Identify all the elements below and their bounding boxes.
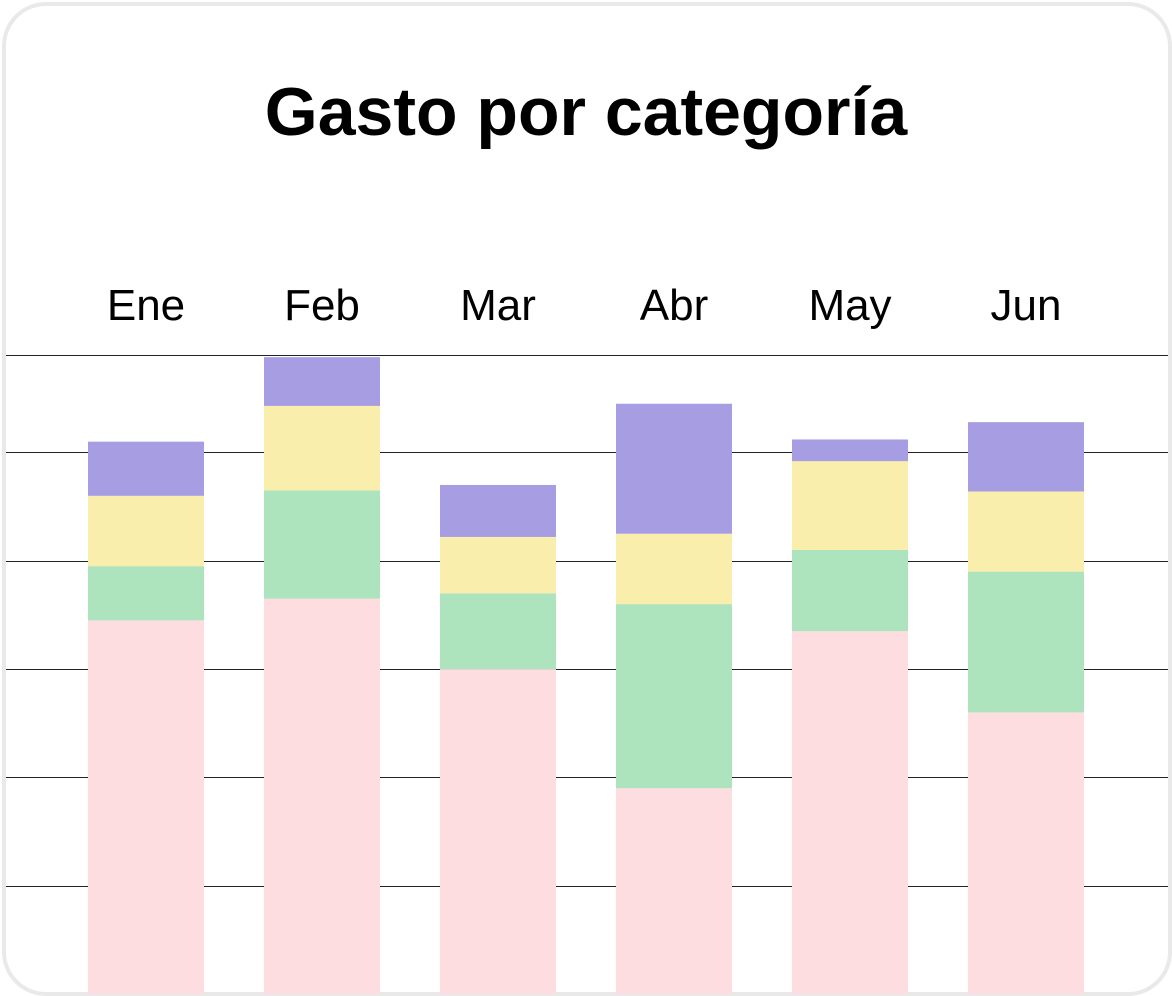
bar-segment-abr-1 bbox=[616, 788, 732, 994]
bar-segment-ene-1 bbox=[88, 620, 204, 994]
bar-segment-feb-2 bbox=[264, 490, 380, 599]
bar-segment-ene-2 bbox=[88, 566, 204, 621]
bar-segment-feb-3 bbox=[264, 405, 380, 491]
month-label-jun: Jun bbox=[991, 281, 1062, 330]
bar-segment-mar-3 bbox=[440, 536, 556, 594]
bar-segment-may-4 bbox=[792, 439, 908, 462]
bar-segment-ene-4 bbox=[88, 441, 204, 496]
bar-segment-may-1 bbox=[792, 631, 908, 994]
bar-segment-jun-4 bbox=[968, 422, 1084, 492]
month-label-ene: Ene bbox=[107, 281, 185, 330]
month-label-feb: Feb bbox=[284, 281, 360, 330]
bars bbox=[88, 357, 1084, 994]
month-labels: Ene Feb Mar Abr May Jun bbox=[107, 281, 1062, 330]
bar-segment-may-3 bbox=[792, 461, 908, 550]
bar-segment-feb-4 bbox=[264, 357, 380, 406]
month-label-may: May bbox=[808, 281, 891, 330]
month-label-abr: Abr bbox=[640, 281, 708, 330]
bar-segment-abr-3 bbox=[616, 533, 732, 605]
bar-segment-abr-4 bbox=[616, 403, 732, 534]
bar-segment-mar-1 bbox=[440, 669, 556, 994]
bar-segment-mar-2 bbox=[440, 593, 556, 670]
chart-title: Gasto por categoría bbox=[264, 74, 908, 150]
month-label-mar: Mar bbox=[460, 281, 536, 330]
bar-segment-abr-2 bbox=[616, 604, 732, 789]
bar-segment-mar-4 bbox=[440, 484, 556, 537]
bar-segment-jun-2 bbox=[968, 571, 1084, 713]
bar-segment-jun-3 bbox=[968, 491, 1084, 572]
bar-segment-jun-1 bbox=[968, 712, 1084, 994]
bar-segment-ene-3 bbox=[88, 495, 204, 567]
bar-segment-feb-1 bbox=[264, 598, 380, 994]
bar-segment-may-2 bbox=[792, 549, 908, 632]
